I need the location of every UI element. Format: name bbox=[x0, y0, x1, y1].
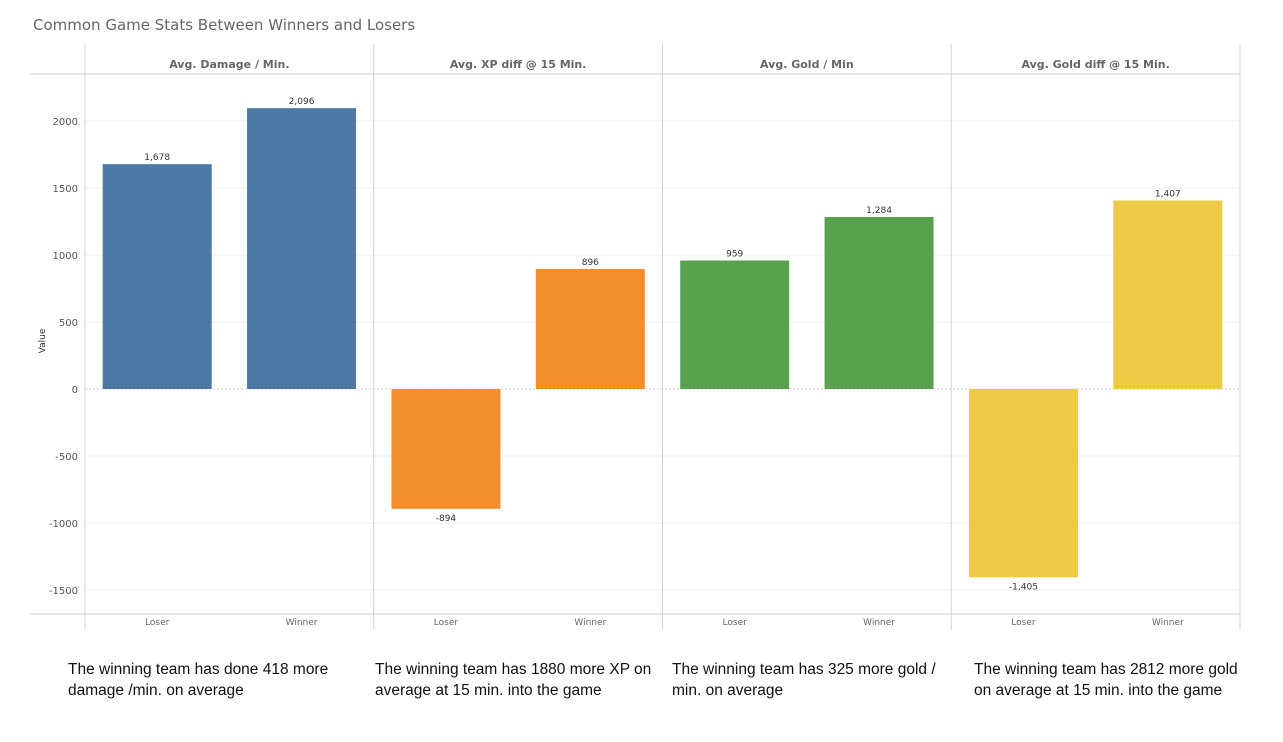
bar-value-label: 1,407 bbox=[1155, 189, 1181, 199]
x-tick-label: Winner bbox=[1152, 618, 1184, 628]
y-tick-label: -1000 bbox=[49, 519, 78, 530]
bar bbox=[535, 268, 645, 389]
panel-title: Avg. Gold diff @ 15 Min. bbox=[1021, 58, 1169, 71]
bar-value-label: 2,096 bbox=[289, 97, 315, 107]
panel-title: Avg. XP diff @ 15 Min. bbox=[450, 58, 587, 71]
bar-value-label: 1,678 bbox=[144, 153, 170, 163]
x-tick-label: Winner bbox=[863, 618, 895, 628]
caption-damage: The winning team has done 418 more damag… bbox=[68, 661, 329, 699]
bar bbox=[102, 164, 212, 389]
x-tick-label: Loser bbox=[434, 618, 459, 628]
panel-title: Avg. Gold / Min bbox=[760, 58, 854, 71]
y-tick-label: 1000 bbox=[53, 251, 78, 262]
bar bbox=[680, 260, 790, 389]
bar bbox=[1113, 200, 1223, 389]
y-tick-label: 0 bbox=[72, 385, 78, 396]
y-tick-label: -500 bbox=[55, 452, 78, 463]
bar-value-label: -1,405 bbox=[1009, 582, 1038, 592]
y-tick-label: 1500 bbox=[53, 184, 78, 195]
x-tick-label: Loser bbox=[723, 618, 748, 628]
bar bbox=[391, 389, 501, 509]
x-tick-label: Winner bbox=[286, 618, 318, 628]
bar-value-label: -894 bbox=[436, 514, 457, 524]
x-tick-label: Loser bbox=[145, 618, 170, 628]
bar bbox=[824, 216, 934, 389]
caption-xp: The winning team has 1880 more XP on ave… bbox=[375, 661, 652, 699]
bar-value-label: 959 bbox=[726, 249, 743, 259]
bar bbox=[968, 389, 1078, 578]
panel-title: Avg. Damage / Min. bbox=[169, 58, 289, 71]
y-tick-label: -1500 bbox=[49, 586, 78, 597]
bar-value-label: 896 bbox=[582, 258, 599, 268]
x-tick-label: Winner bbox=[574, 618, 606, 628]
x-tick-label: Loser bbox=[1011, 618, 1036, 628]
caption-gold: The winning team has 325 more gold / min… bbox=[672, 661, 936, 699]
bar-value-label: 1,284 bbox=[866, 206, 892, 216]
bar bbox=[247, 108, 357, 390]
y-axis-label: Value bbox=[38, 328, 48, 353]
y-tick-label: 500 bbox=[59, 318, 78, 329]
caption-gold-diff: The winning team has 2812 more gold on a… bbox=[974, 661, 1238, 699]
y-tick-label: 2000 bbox=[53, 117, 78, 128]
chart-title: Common Game Stats Between Winners and Lo… bbox=[33, 16, 416, 34]
